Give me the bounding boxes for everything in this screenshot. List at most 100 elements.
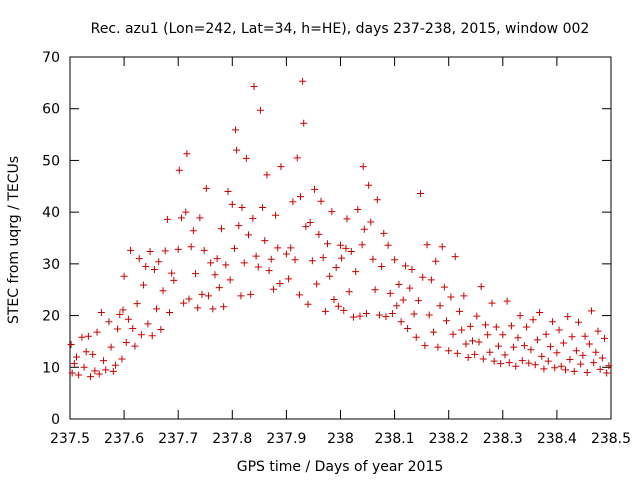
data-point — [249, 214, 257, 222]
data-point — [388, 310, 396, 318]
data-point — [89, 350, 97, 358]
y-tick-label: 10 — [42, 360, 60, 376]
data-point — [365, 181, 373, 189]
data-point — [80, 363, 88, 371]
data-point — [371, 286, 379, 294]
data-point — [200, 246, 208, 254]
data-point — [555, 326, 563, 334]
x-tick-label: 237.8 — [212, 431, 252, 447]
data-point — [215, 284, 223, 292]
data-point — [460, 292, 468, 300]
data-point — [224, 187, 232, 195]
data-point — [302, 223, 310, 231]
data-point — [338, 254, 346, 262]
data-point — [566, 356, 574, 364]
data-point — [380, 229, 388, 237]
data-point — [544, 357, 552, 365]
data-point — [354, 206, 362, 214]
data-point — [300, 119, 308, 127]
data-point — [140, 281, 148, 289]
data-point — [232, 126, 240, 134]
data-point — [159, 287, 167, 295]
data-point — [304, 300, 312, 308]
data-point — [116, 311, 124, 319]
data-point — [507, 322, 515, 330]
data-point — [553, 349, 561, 357]
data-point — [222, 261, 230, 269]
data-point — [256, 106, 264, 114]
data-point — [367, 218, 375, 226]
data-point — [588, 307, 596, 315]
data-point — [144, 320, 152, 328]
data-point — [267, 255, 275, 263]
data-point — [419, 273, 427, 281]
x-tick-label: 237.7 — [158, 431, 198, 447]
data-point — [551, 364, 559, 372]
data-point — [84, 332, 92, 340]
data-point — [306, 218, 314, 226]
data-point — [590, 359, 598, 367]
data-point — [237, 292, 245, 300]
data-point — [492, 323, 500, 331]
data-point — [211, 271, 219, 279]
data-point — [408, 266, 416, 274]
data-point — [464, 353, 472, 361]
y-axis-ticks: 0 10 20 30 40 50 60 70 — [42, 50, 611, 428]
data-point — [514, 334, 522, 342]
data-point — [494, 342, 502, 350]
data-point — [432, 257, 440, 265]
data-point — [202, 184, 210, 192]
data-point — [111, 361, 119, 369]
data-point — [170, 276, 178, 284]
data-point — [503, 297, 511, 305]
data-point — [572, 347, 580, 355]
data-point — [311, 185, 319, 193]
data-point — [533, 336, 541, 344]
data-point — [189, 227, 197, 235]
data-point — [240, 259, 248, 267]
data-point — [82, 348, 90, 356]
data-point — [564, 313, 572, 321]
data-point — [458, 326, 466, 334]
data-point — [315, 230, 323, 238]
data-point — [412, 333, 420, 341]
data-point — [518, 357, 526, 365]
data-point — [157, 326, 165, 334]
data-point — [601, 334, 609, 342]
data-point — [319, 254, 327, 262]
chart-title: Rec. azu1 (Lon=242, Lat=34, h=HE), days … — [91, 21, 590, 37]
y-tick-label: 70 — [42, 50, 60, 66]
data-point — [100, 357, 108, 365]
data-point — [209, 305, 217, 313]
data-point — [605, 362, 613, 370]
data-point — [471, 350, 479, 358]
x-axis-title: GPS time / Days of year 2015 — [237, 459, 444, 475]
y-axis-title: STEC from uqrg / TECUs — [6, 156, 22, 324]
data-point — [109, 367, 117, 375]
data-point — [499, 331, 507, 339]
data-point — [97, 308, 105, 316]
data-point — [133, 300, 141, 308]
data-point — [410, 310, 418, 318]
data-point — [207, 259, 215, 267]
data-point — [230, 244, 238, 252]
data-point — [272, 211, 280, 219]
data-point — [369, 255, 377, 263]
data-point — [324, 240, 332, 248]
data-point — [397, 318, 405, 326]
data-point — [349, 313, 357, 321]
data-point — [233, 146, 241, 154]
data-point — [213, 255, 221, 263]
data-point — [129, 325, 137, 332]
data-point — [228, 200, 236, 208]
data-point — [438, 243, 446, 251]
data-point — [155, 258, 163, 266]
data-point — [263, 171, 271, 179]
data-point — [328, 208, 336, 216]
data-point — [192, 270, 200, 278]
data-point — [261, 237, 269, 245]
data-point — [340, 306, 348, 314]
data-point — [516, 312, 524, 320]
data-point — [510, 343, 518, 351]
